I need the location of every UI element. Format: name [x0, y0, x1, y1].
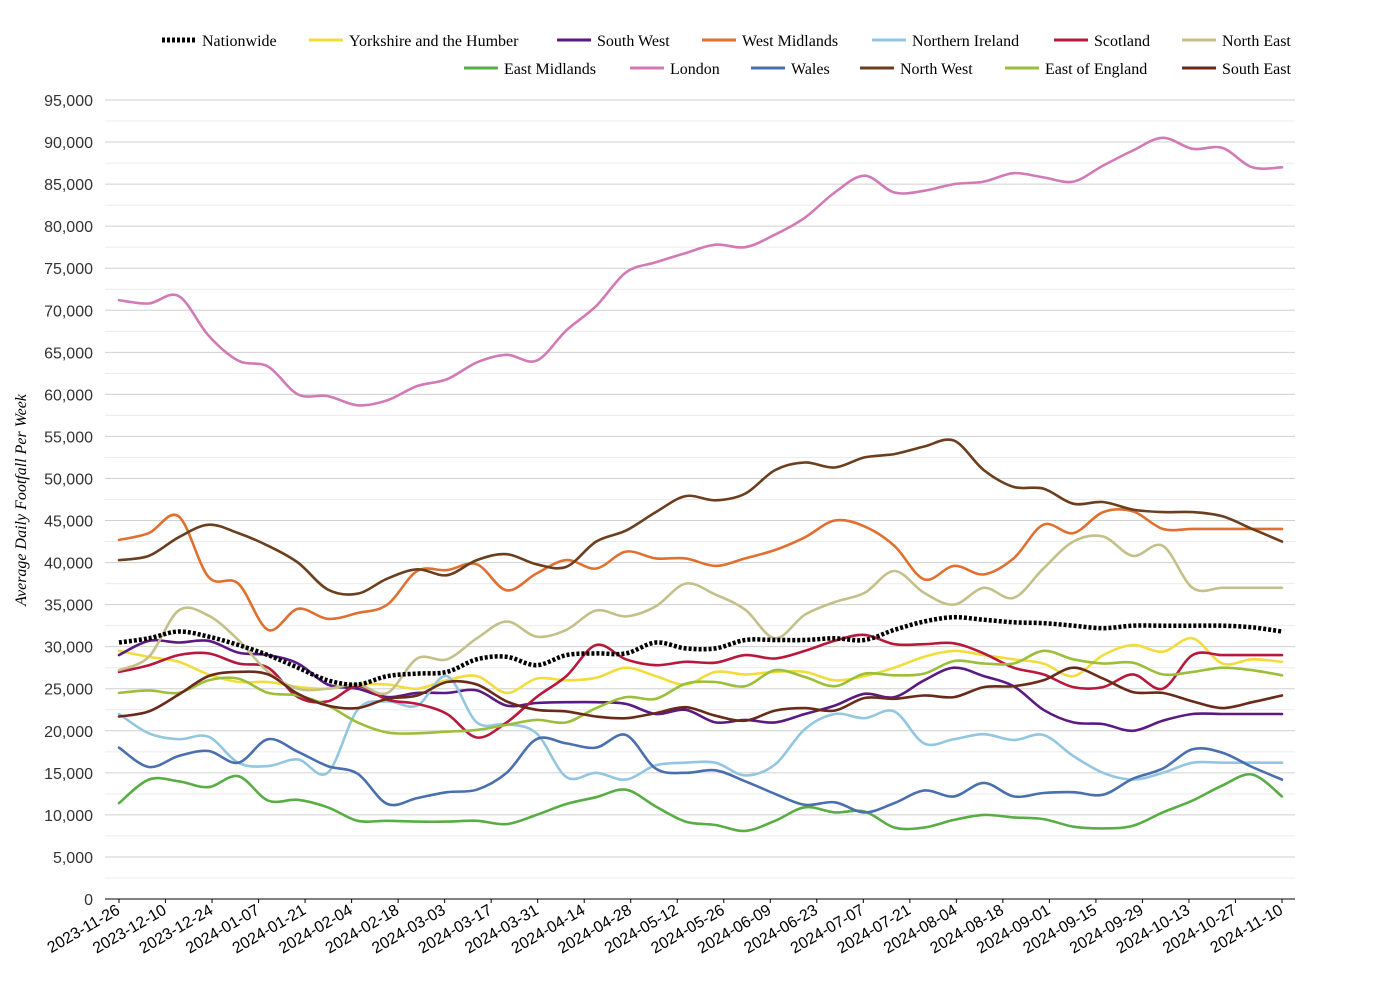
- y-tick-label: 70,000: [44, 303, 93, 320]
- legend: Nationwide Yorkshire and the Humber South …: [162, 33, 1291, 78]
- y-tick-label: 25,000: [44, 682, 93, 699]
- series-line-west-midlands: [117, 508, 1284, 632]
- legend-label-west-midlands: West Midlands: [742, 33, 838, 50]
- series-lines: [117, 136, 1284, 833]
- legend-label-yorkshire-and-the-humber: Yorkshire and the Humber: [349, 33, 519, 50]
- legend-label-north-west: North West: [900, 61, 973, 78]
- y-tick-label: 45,000: [44, 514, 93, 531]
- y-tick-label: 40,000: [44, 556, 93, 573]
- legend-label-south-east: South East: [1222, 61, 1291, 78]
- y-axis-ticks: 0 5,000 10,000 15,000 20,000 25,000 30,000 35,0…: [44, 93, 93, 909]
- legend-label-north-east: North East: [1222, 33, 1291, 50]
- series-line-yorkshire-and-the-humber: [117, 636, 1284, 695]
- y-tick-label: 15,000: [44, 766, 93, 783]
- legend-label-east-of-england: East of England: [1045, 61, 1147, 78]
- series-line-east-midlands: [117, 772, 1284, 833]
- legend-label-scotland: Scotland: [1094, 33, 1150, 50]
- series-line-north-west: [117, 438, 1284, 596]
- series-line-northern-ireland: [117, 674, 1284, 781]
- y-tick-label: 0: [84, 892, 93, 909]
- series-line-nationwide: [118, 614, 1283, 687]
- y-tick-label: 85,000: [44, 177, 93, 194]
- grid-lines: [105, 99, 1295, 900]
- y-tick-label: 30,000: [44, 640, 93, 657]
- y-tick-label: 10,000: [44, 808, 93, 825]
- legend-label-northern-ireland: Northern Ireland: [912, 33, 1019, 50]
- y-axis-label: Average Daily Footfall Per Week: [13, 393, 30, 607]
- legend-label-south-west: South West: [597, 33, 670, 50]
- y-tick-label: 75,000: [44, 261, 93, 278]
- y-tick-label: 35,000: [44, 598, 93, 615]
- legend-label-nationwide: Nationwide: [202, 33, 277, 50]
- series-line-north-east: [117, 534, 1284, 696]
- y-tick-label: 80,000: [44, 219, 93, 236]
- y-tick-label: 90,000: [44, 135, 93, 152]
- legend-label-wales: Wales: [791, 61, 830, 78]
- y-tick-label: 60,000: [44, 387, 93, 404]
- y-tick-label: 95,000: [44, 93, 93, 110]
- series-line-wales: [117, 733, 1284, 814]
- legend-label-east-midlands: East Midlands: [504, 61, 596, 78]
- legend-label-london: London: [670, 61, 720, 78]
- y-tick-label: 55,000: [44, 429, 93, 446]
- y-tick-label: 50,000: [44, 471, 93, 488]
- x-axis-ticks: 2023-11-262023-12-102023-12-242024-01-07…: [45, 899, 1286, 957]
- y-tick-label: 20,000: [44, 724, 93, 741]
- series-line-south-east: [117, 666, 1284, 723]
- series-line-london: [117, 136, 1284, 407]
- y-tick-label: 65,000: [44, 345, 93, 362]
- y-tick-label: 5,000: [53, 850, 93, 867]
